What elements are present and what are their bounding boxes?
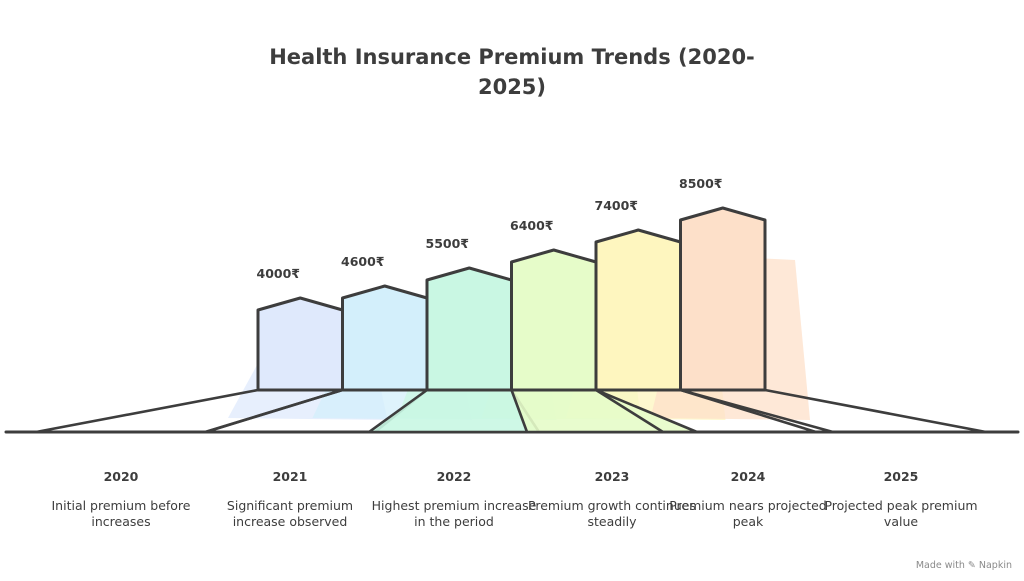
- value-label: 4000₹: [257, 266, 301, 281]
- value-label: 8500₹: [679, 176, 723, 191]
- category-description: Premium growth continues steadily: [528, 498, 696, 529]
- napkin-credit: Made with ✎ Napkin: [915, 560, 1012, 571]
- category-year-label: 2023: [594, 469, 630, 484]
- category-year-label: 2024: [730, 469, 766, 484]
- category-description: Highest premium increase in the period: [371, 498, 537, 529]
- category-description: Premium nears projected peak: [669, 498, 827, 529]
- bar: [594, 228, 682, 392]
- value-labels: 4000₹ 4600₹ 5500₹ 6400₹ 7400₹ 8500₹: [257, 176, 723, 281]
- category-description: Significant premium increase observed: [226, 498, 354, 529]
- category-year-label: 2020: [103, 469, 139, 484]
- value-label: 7400₹: [595, 198, 639, 213]
- bar: [679, 206, 767, 392]
- category-year-label: 2025: [883, 469, 919, 484]
- category-year-label: 2022: [436, 469, 472, 484]
- bar: [256, 296, 344, 392]
- category-description: Initial premium before increases: [51, 498, 191, 529]
- value-label: 5500₹: [426, 236, 470, 251]
- category-year-label: 2021: [272, 469, 308, 484]
- bars: [256, 206, 767, 392]
- bar: [425, 266, 513, 392]
- chart-title: Health Insurance Premium Trends (2020-20…: [269, 45, 755, 99]
- bar: [341, 284, 429, 392]
- value-label: 6400₹: [510, 218, 554, 233]
- category-description: Projected peak premium value: [824, 498, 978, 529]
- bar: [510, 248, 598, 392]
- value-label: 4600₹: [341, 254, 385, 269]
- base-trapezoids: [4, 388, 1020, 434]
